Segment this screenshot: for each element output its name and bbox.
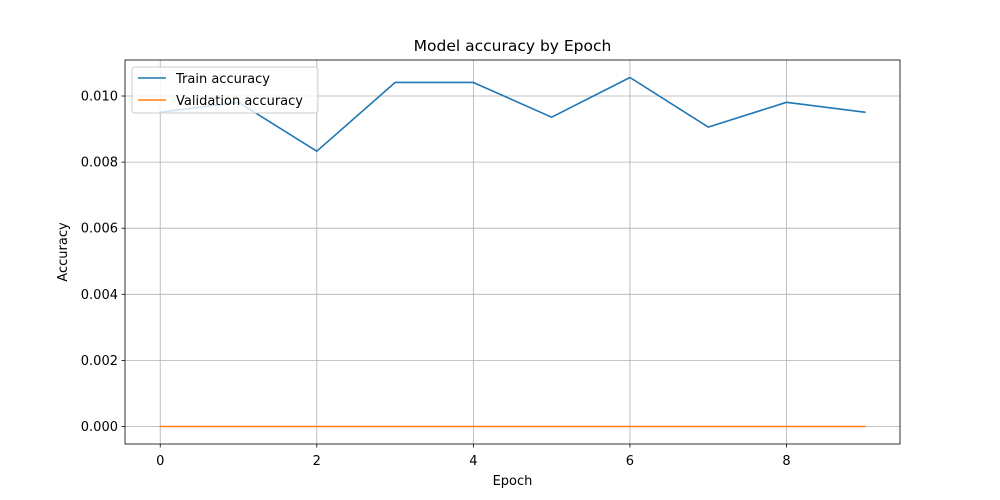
y-tick-label: 0.008 [81, 156, 118, 171]
train-accuracy-line [159, 76, 866, 153]
series-layer [159, 76, 866, 428]
x-axis-label: Epoch [493, 474, 533, 489]
grid-layer [125, 60, 900, 444]
legend-box [131, 66, 319, 114]
y-tick-label: 0.002 [81, 354, 118, 369]
x-tick-label: 6 [626, 454, 634, 469]
legend-label-validation: Validation accuracy [176, 94, 303, 109]
y-tick-label: 0.006 [81, 222, 118, 237]
y-tick-label: 0.000 [81, 420, 118, 435]
plot-frame [124, 59, 901, 445]
x-tick-label: 0 [156, 454, 164, 469]
x-tick-label: 2 [313, 454, 321, 469]
legend-label-train: Train accuracy [175, 72, 270, 87]
y-axis-label: Accuracy [56, 222, 71, 282]
chart-title: Model accuracy by Epoch [414, 37, 612, 55]
x-tick-label: 4 [469, 454, 477, 469]
tick-layer: 0 2 4 6 8 0.000 0.002 0.004 0.006 0.008 0.010 [81, 90, 791, 469]
legend: Train accuracy Validation accuracy [131, 66, 319, 114]
y-tick-label: 0.004 [81, 288, 118, 303]
y-tick-label: 0.010 [81, 90, 118, 105]
x-tick-label: 8 [782, 454, 790, 469]
